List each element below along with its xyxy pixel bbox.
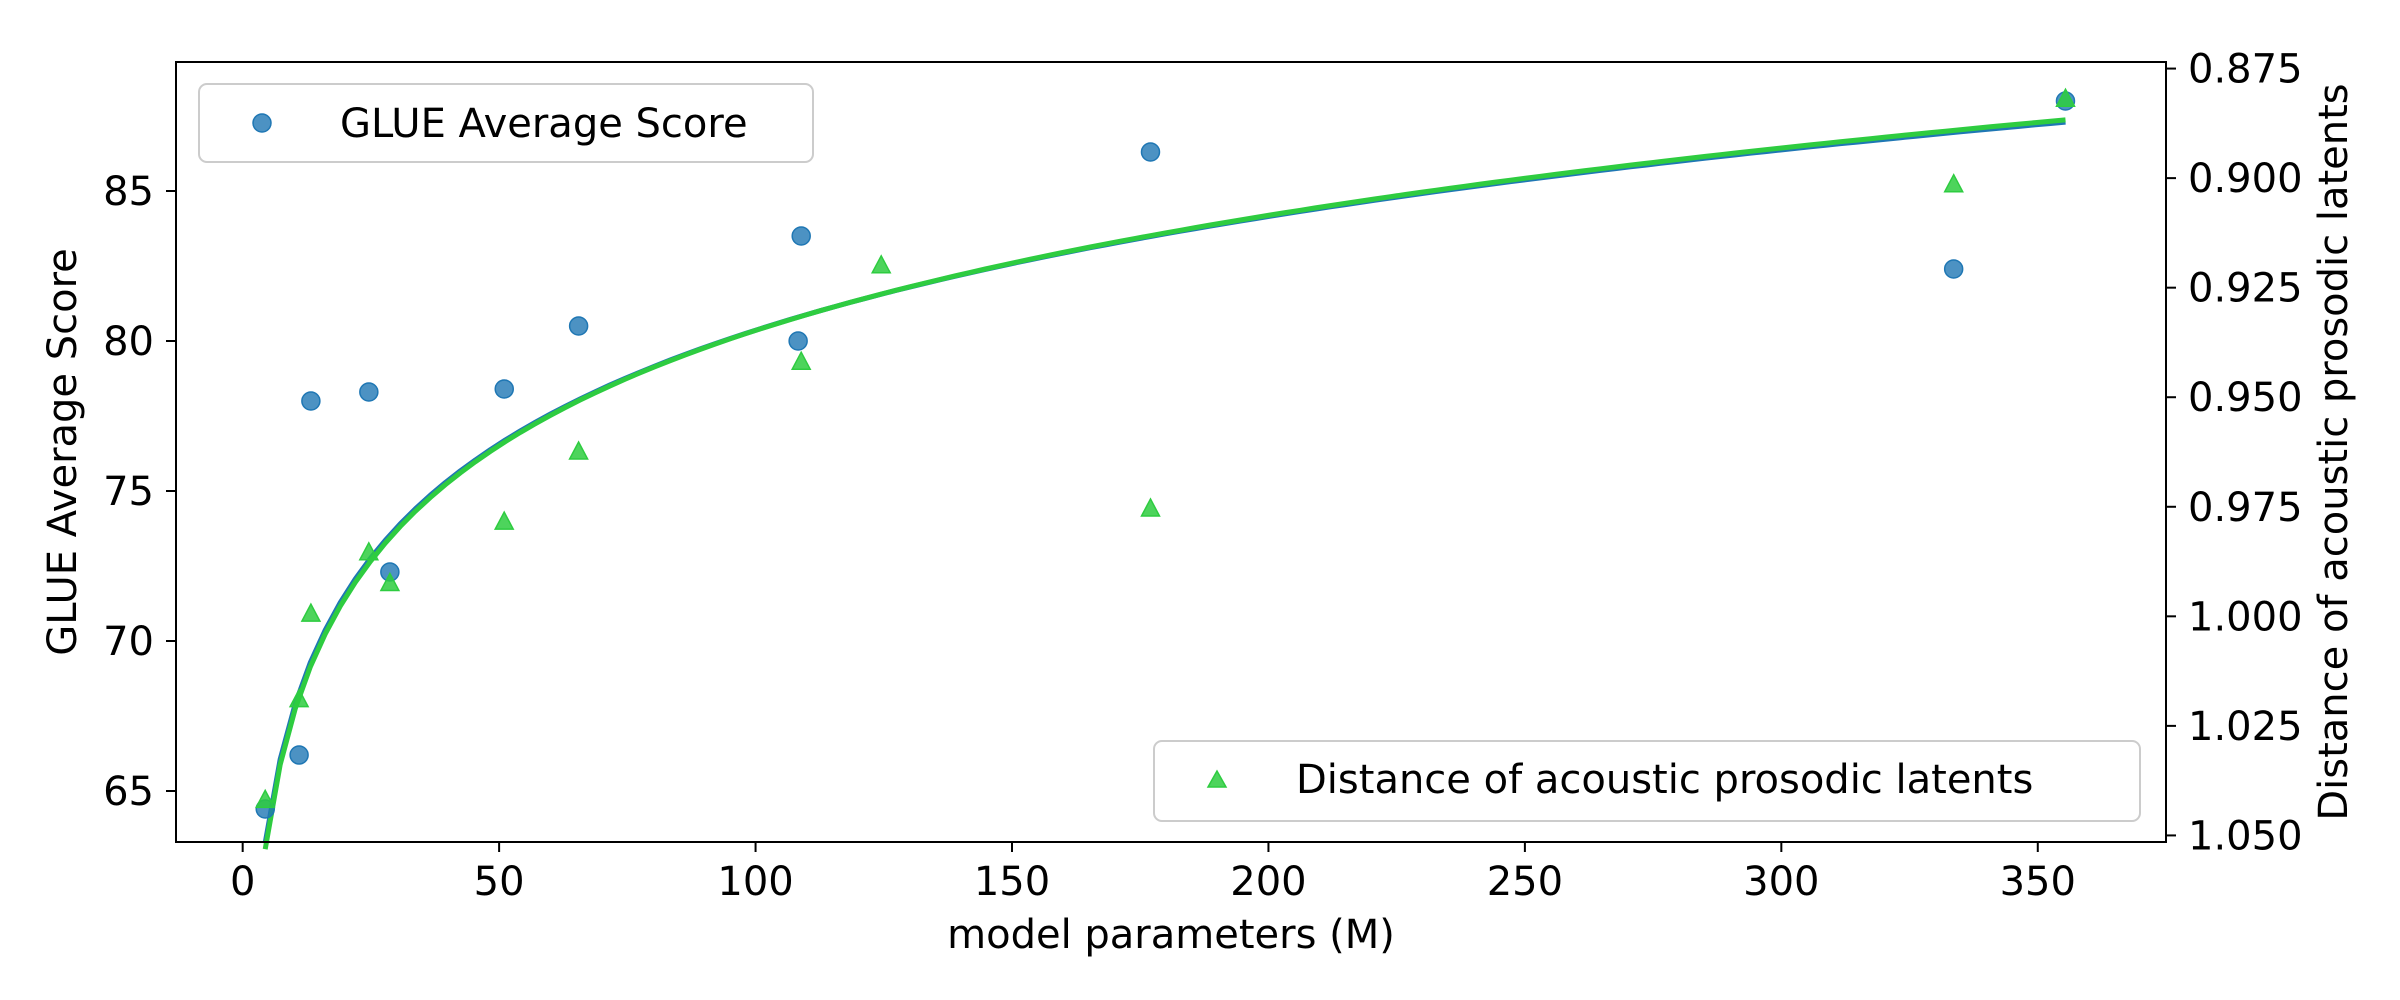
distance-point [568, 440, 589, 460]
y2-tick-label: 1.025 [2188, 704, 2303, 750]
glue-point [494, 379, 514, 399]
distance-point [870, 254, 892, 274]
x-tick-label: 50 [474, 859, 525, 905]
y-tick-label: 75 [103, 469, 154, 515]
legend-glue-marker [252, 113, 272, 133]
y2-axis-title: Distance of acoustic prosodic latents [2311, 83, 2357, 820]
distance-point [2055, 87, 2076, 107]
distance-point [1943, 173, 1964, 193]
legend-distance-label: Distance of acoustic prosodic latents [1296, 757, 2033, 803]
x-tick-label: 350 [2000, 859, 2076, 905]
plot-frame [175, 61, 2167, 843]
glue-point [1943, 259, 1964, 279]
distance-point [288, 687, 310, 708]
distance-point [254, 788, 276, 809]
y2-tick-label: 0.925 [2188, 266, 2303, 312]
legend-glue-box [198, 83, 814, 163]
x-tick-label: 0 [230, 859, 255, 905]
x-axis-title: model parameters (M) [947, 912, 1395, 958]
y2-tick-label: 1.050 [2188, 813, 2303, 859]
y2-tick-label: 1.000 [2188, 594, 2303, 640]
y-tick-label: 85 [103, 169, 154, 215]
legend-distance-marker [1206, 769, 1228, 788]
data-markers [254, 87, 2076, 819]
distance-point [790, 350, 812, 370]
y2-axis-ticks: 0.875 0.900 0.925 0.950 0.975 1.000 1.025 1.050 [2166, 47, 2303, 859]
distance-point [358, 541, 380, 561]
x-tick-label: 200 [1230, 859, 1306, 905]
distance-point [493, 510, 515, 530]
distance-point [300, 602, 322, 622]
x-axis-ticks: 0 50 100 150 200 250 300 350 [230, 842, 2076, 905]
legend-distance: Distance of acoustic prosodic latents [1153, 740, 2141, 822]
y-tick-label: 65 [103, 769, 154, 815]
glue-point [359, 382, 379, 402]
x-tick-label: 300 [1743, 859, 1819, 905]
glue-point [791, 226, 811, 246]
y-tick-label: 70 [103, 619, 154, 665]
y2-tick-label: 0.975 [2188, 485, 2303, 531]
glue-point [788, 331, 808, 351]
y-tick-label: 80 [103, 319, 154, 365]
legend-glue: GLUE Average Score [198, 83, 814, 163]
y2-tick-label: 0.875 [2188, 47, 2303, 93]
glue-point [301, 391, 321, 411]
glue-point [568, 316, 589, 336]
y-axis-ticks: 65 70 75 80 85 [103, 169, 176, 815]
y2-tick-label: 0.950 [2188, 375, 2303, 421]
x-tick-label: 250 [1487, 859, 1563, 905]
y2-tick-label: 0.900 [2188, 156, 2303, 202]
fit-lines [262, 117, 2066, 850]
glue-point [289, 745, 309, 765]
distance-point [1140, 497, 1161, 517]
glue-point [1140, 142, 1161, 162]
distance-point [379, 571, 401, 592]
x-tick-label: 100 [717, 859, 793, 905]
y-axis-title: GLUE Average Score [40, 248, 86, 656]
legend-glue-label: GLUE Average Score [340, 101, 748, 147]
fit-line-distance [262, 117, 2066, 850]
legend-distance-box [1153, 740, 2141, 822]
x-tick-label: 150 [974, 859, 1050, 905]
